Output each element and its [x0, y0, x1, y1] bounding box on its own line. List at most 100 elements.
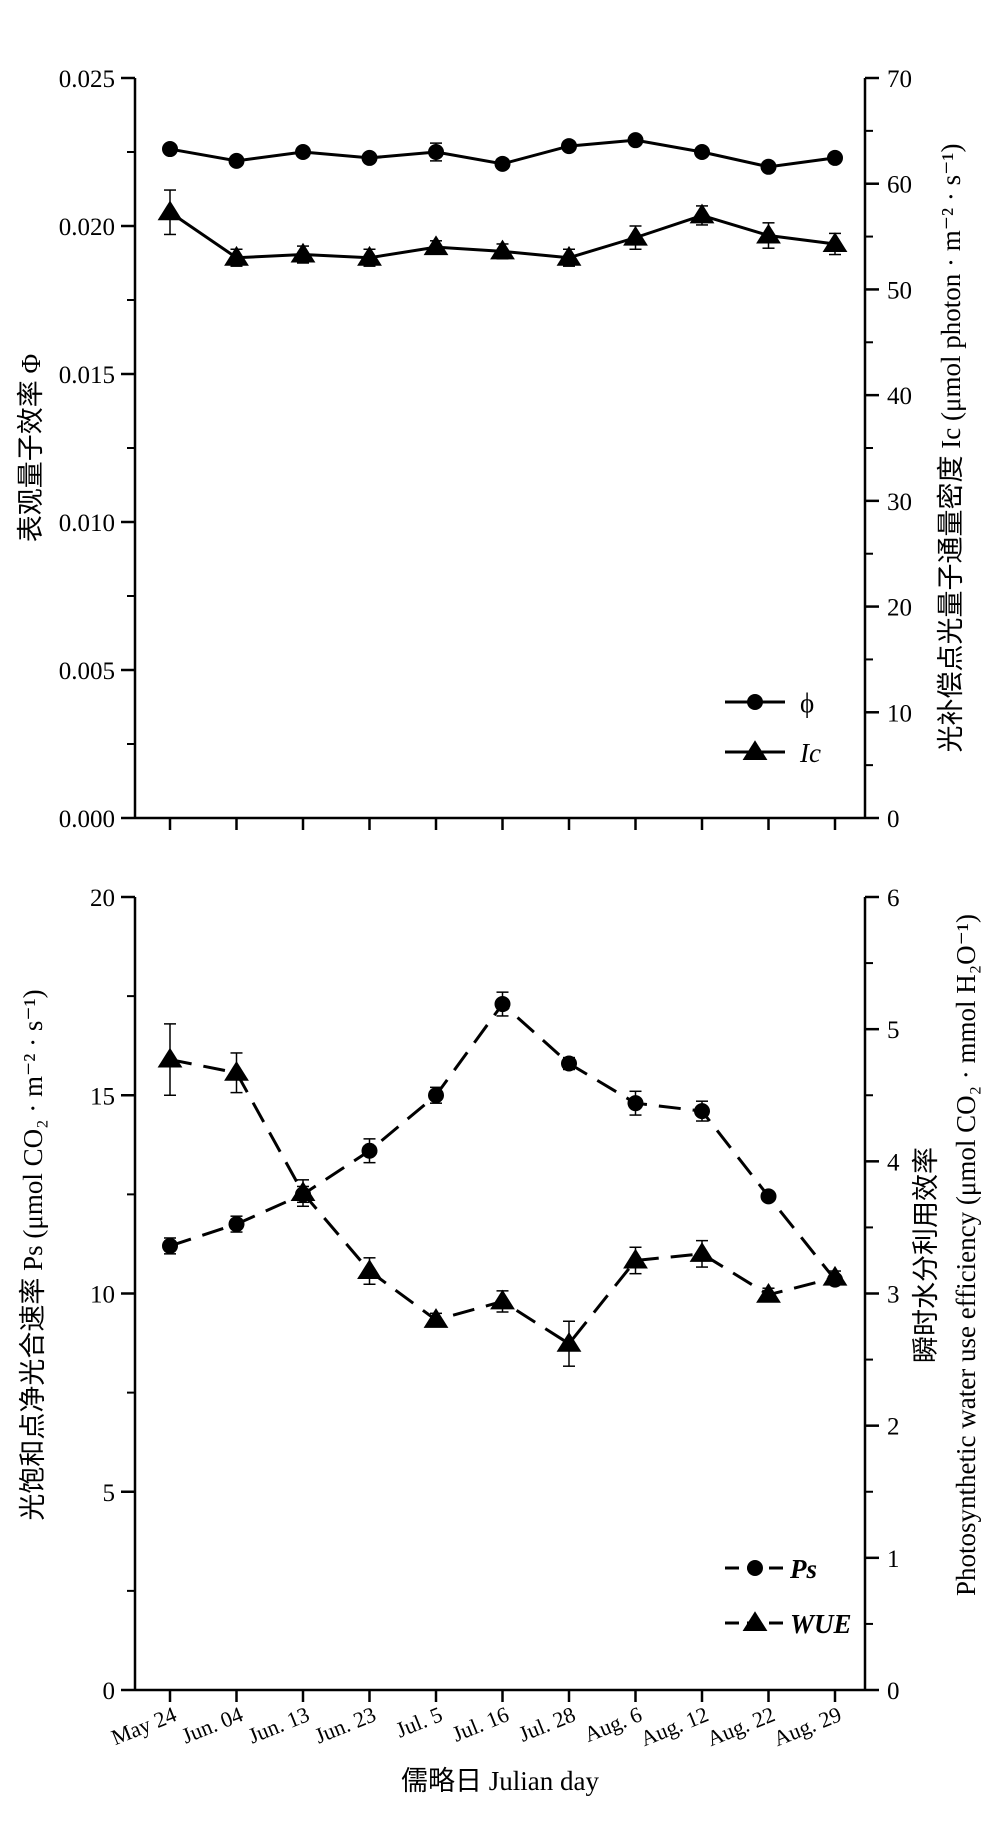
data-point-ϕ	[760, 158, 777, 175]
data-point-Ic	[756, 223, 781, 244]
top-left-tick-label: 0.000	[59, 806, 115, 833]
x-tick-label: Jun. 04	[178, 1701, 246, 1748]
bottom-right-tick-label: 3	[887, 1282, 900, 1309]
top-right-tick-label: 20	[887, 595, 912, 622]
top-right-tick-label: 40	[887, 383, 912, 410]
bottom-left-tick-label: 5	[103, 1480, 116, 1507]
top-right-axis-title: 光补偿点光量子通量密度 Ic (μmol photon · m⁻² · s⁻¹)	[936, 144, 966, 753]
data-point-Ic	[822, 232, 848, 252]
data-point-WUE	[623, 1248, 648, 1269]
data-point-Ic	[556, 245, 582, 266]
data-point-WUE	[423, 1308, 449, 1328]
bottom-left-tick-label: 20	[90, 885, 115, 912]
top-left-tick-label: 0.025	[59, 66, 115, 93]
legend-marker-Ps	[747, 1560, 763, 1576]
data-point-Ps	[627, 1095, 644, 1112]
data-point-Ic	[623, 225, 648, 246]
top-left-tick-label: 0.020	[59, 214, 115, 241]
x-tick-label: Aug. 6	[580, 1701, 645, 1747]
data-point-Ps	[561, 1055, 577, 1072]
top-right-tick-label: 50	[887, 277, 912, 304]
bottom-legend-label-ps: Ps	[789, 1554, 817, 1584]
x-tick-label: Jun. 23	[311, 1701, 379, 1748]
data-point-WUE	[290, 1181, 316, 1202]
data-point-Ps	[228, 1216, 245, 1233]
x-tick-label: May 24	[108, 1701, 180, 1750]
bottom-left-tick-label: 15	[90, 1083, 115, 1110]
data-point-Ic	[157, 200, 183, 221]
top-left-tick-label: 0.015	[59, 362, 115, 389]
bottom-right-tick-label: 1	[887, 1546, 900, 1573]
data-point-ϕ	[627, 132, 644, 149]
top-panel: 0.000 0.005 0.010 0.015 0.020 0.025 0 10 20 30 40…	[16, 66, 966, 833]
bottom-right-axis-title-cn: 瞬时水分利用效率	[911, 1147, 941, 1363]
bottom-left-tick-label: 0	[103, 1678, 116, 1705]
x-tick-label: Jul. 5	[392, 1701, 446, 1742]
legend-marker-WUE	[742, 1611, 768, 1631]
top-legend-label-phi: ϕ	[800, 688, 814, 718]
data-point-Ps	[494, 996, 511, 1013]
bottom-legend: Ps WUE	[725, 1554, 852, 1639]
legend-marker-Ic	[742, 740, 768, 760]
data-point-Ps	[694, 1103, 710, 1120]
top-legend-label-ic: Ic	[799, 738, 821, 768]
data-point-WUE	[822, 1265, 848, 1286]
bottom-left-tick-label: 10	[90, 1282, 115, 1309]
x-tick-label: Aug. 22	[703, 1701, 778, 1751]
data-point-ϕ	[228, 152, 245, 169]
data-point-Ps	[428, 1087, 444, 1104]
data-point-ϕ	[295, 144, 311, 160]
bottom-right-tick-label: 4	[887, 1149, 900, 1176]
data-point-ϕ	[428, 144, 444, 160]
data-point-Ic	[423, 235, 449, 256]
data-point-Ps	[361, 1142, 378, 1159]
data-point-WUE	[224, 1061, 249, 1081]
x-tick-label: Jul. 16	[449, 1701, 513, 1746]
data-point-WUE	[157, 1047, 183, 1068]
data-point-ϕ	[361, 149, 378, 166]
bottom-right-axis-title-en: Photosynthetic water use efficiency (μmo…	[951, 914, 981, 1596]
data-point-ϕ	[694, 144, 710, 160]
top-left-tick-label: 0.010	[59, 510, 115, 537]
bottom-left-axis-title: 光饱和点净光合速率 Ps (μmol CO₂ · m⁻² · s⁻¹)	[18, 989, 48, 1520]
data-point-ϕ	[827, 149, 843, 166]
data-point-WUE	[756, 1283, 781, 1303]
top-right-tick-label: 10	[887, 700, 912, 727]
data-point-ϕ	[494, 155, 511, 172]
top-left-tick-label: 0.005	[59, 658, 115, 685]
legend-marker-ϕ	[747, 694, 763, 710]
top-right-tick-label: 30	[887, 489, 912, 516]
bottom-right-tick-label: 6	[887, 885, 900, 912]
data-point-Ps	[162, 1237, 178, 1254]
top-left-axis-title: 表观量子效率 Φ	[16, 354, 46, 543]
bottom-right-tick-label: 5	[887, 1017, 900, 1044]
bottom-x-axis-title: 儒略日 Julian day	[401, 1766, 599, 1796]
top-right-tick-label: 60	[887, 172, 912, 199]
data-point-ϕ	[162, 141, 178, 158]
data-point-WUE	[689, 1242, 715, 1262]
top-legend: ϕ Ic	[725, 688, 821, 768]
x-tick-label: Jun. 13	[245, 1701, 313, 1748]
data-point-Ps	[760, 1188, 777, 1205]
data-point-Ic	[224, 245, 249, 266]
data-point-WUE	[357, 1259, 382, 1280]
bottom-right-tick-label: 2	[887, 1414, 900, 1441]
top-right-tick-label: 70	[887, 66, 912, 93]
series-line-Ps	[169, 1001, 837, 1281]
bottom-right-tick-label: 0	[887, 1678, 900, 1705]
bottom-legend-label-wue: WUE	[790, 1609, 852, 1639]
x-tick-label: Jul. 28	[515, 1701, 579, 1746]
data-point-Ic	[357, 245, 382, 266]
x-tick-label: Aug. 29	[770, 1701, 845, 1751]
data-point-WUE	[556, 1331, 582, 1352]
data-point-ϕ	[561, 138, 577, 155]
top-right-tick-label: 0	[887, 806, 900, 833]
data-point-Ic	[490, 239, 515, 260]
data-point-WUE	[490, 1289, 515, 1310]
x-tick-label: Aug. 12	[637, 1701, 712, 1751]
data-point-Ic	[290, 242, 316, 263]
data-point-Ic	[689, 203, 715, 224]
